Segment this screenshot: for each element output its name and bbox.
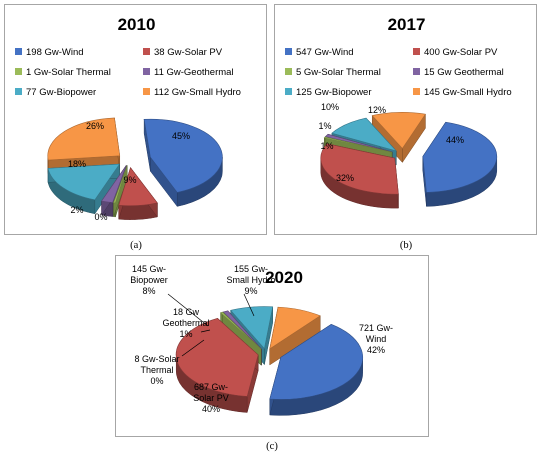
leader-line — [200, 329, 211, 333]
legend-item-wind: 198 Gw-Wind — [15, 47, 84, 58]
data-label-percent: 2% — [70, 205, 83, 215]
pie-slice-biopower — [47, 163, 121, 215]
legend-label: 112 Gw-Small Hydro — [154, 87, 241, 98]
legend-label: 11 Gw-Geothermal — [154, 67, 234, 78]
legend-swatch — [143, 47, 150, 55]
pie-slice-small-hydro — [269, 306, 321, 366]
pie-plot: 45% 9% 0% 2% 18% 26% — [47, 117, 223, 222]
data-label-percent: 10% — [321, 102, 339, 112]
legend-item-solar-pv: 400 Gw-Solar PV — [413, 47, 497, 58]
legend-swatch — [413, 67, 420, 75]
pie-slice-wind — [269, 323, 364, 416]
legend-label: 547 Gw-Wind — [296, 47, 354, 58]
data-label-biopower: 145 Gw-Biopower 8% — [130, 264, 168, 296]
data-label-geothermal: 18 Gw Geothermal 1% — [162, 307, 209, 339]
pie-slice-wind — [143, 118, 223, 208]
legend-label: 1 Gw-Solar Thermal — [26, 67, 111, 78]
legend-item-wind: 547 Gw-Wind — [285, 47, 354, 58]
legend-label: 38 Gw-Solar PV — [154, 47, 223, 58]
figure-caption: (a) — [130, 240, 142, 251]
legend-item-small-hydro: 112 Gw-Small Hydro — [143, 87, 241, 98]
data-label-percent: 44% — [446, 135, 464, 145]
data-label-solar-pv: 687 Gw-Solar PV 40% — [193, 382, 229, 414]
chart-title: 2020 — [265, 268, 303, 287]
legend-swatch — [15, 67, 22, 75]
data-label-percent: 1% — [320, 141, 333, 151]
data-label-percent: 0% — [94, 212, 107, 222]
pie-slice-solar-thermal — [113, 165, 128, 218]
legend-item-solar-thermal: 1 Gw-Solar Thermal — [15, 67, 111, 78]
legend-item-geothermal: 11 Gw-Geothermal — [143, 67, 234, 78]
legend-item-small-hydro: 145 Gw-Small Hydro — [413, 87, 512, 98]
leader-line — [243, 293, 255, 317]
pie-plot: 44% 32% 1% 1% 10% 12% — [318, 102, 498, 209]
chart-panel-2020: 2020 721 Gw-Wind 42% 687 Gw-Solar PV 40% 8 G… — [115, 255, 429, 437]
data-label-solar-thermal: 8 Gw-Solar Thermal 0% — [134, 354, 179, 386]
data-label-wind: 721 Gw-Wind 42% — [359, 323, 393, 355]
data-label-percent: 1% — [318, 121, 331, 131]
legend-item-solar-thermal: 5 Gw-Solar Thermal — [285, 67, 381, 78]
legend-label: 145 Gw-Small Hydro — [424, 87, 512, 98]
legend-label: 198 Gw-Wind — [26, 47, 84, 58]
leader-line — [167, 293, 209, 327]
figure-caption: (b) — [399, 240, 413, 251]
chart-panel-2010: 2010 198 Gw-Wind 38 Gw-Solar PV 1 Gw-Sol… — [4, 4, 267, 235]
chart-title: 2017 — [387, 15, 426, 34]
legend-item-biopower: 77 Gw-Biopower — [15, 87, 96, 98]
chart-panel-2017: 2017 547 Gw-Wind 400 Gw-Solar PV 5 Gw-So… — [274, 4, 537, 235]
leader-line — [181, 339, 205, 357]
legend-label: 5 Gw-Solar Thermal — [296, 67, 381, 78]
data-label-percent: 45% — [172, 131, 190, 141]
pie-plot: 721 Gw-Wind 42% 687 Gw-Solar PV 40% 8 Gw-Sol… — [130, 264, 393, 416]
data-label-percent: 12% — [368, 105, 386, 115]
legend-label: 77 Gw-Biopower — [26, 87, 97, 98]
pie-slice-solar-pv — [320, 143, 399, 209]
legend-swatch — [15, 47, 22, 55]
data-label-percent: 9% — [123, 175, 136, 185]
figure-caption: (c) — [266, 441, 278, 452]
pie-slice-solar-pv — [175, 317, 259, 413]
legend-swatch — [143, 67, 150, 75]
chart-title: 2010 — [117, 15, 156, 34]
data-label-percent: 18% — [68, 159, 86, 169]
legend-item-geothermal: 15 Gw Geothermal — [413, 67, 504, 78]
pie-slice-wind — [422, 121, 498, 207]
legend-label: 125 Gw-Biopower — [296, 87, 372, 98]
legend-swatch — [413, 87, 420, 95]
legend-label: 15 Gw Geothermal — [424, 67, 504, 78]
legend-label: 400 Gw-Solar PV — [424, 47, 498, 58]
legend-item-solar-pv: 38 Gw-Solar PV — [143, 47, 222, 58]
legend-swatch — [15, 87, 22, 95]
legend-swatch — [285, 87, 292, 95]
data-label-percent: 26% — [86, 121, 104, 131]
data-label-percent: 32% — [336, 173, 354, 183]
pie-slice-solar-pv — [118, 166, 158, 220]
legend-swatch — [413, 47, 420, 55]
legend-swatch — [285, 67, 292, 75]
legend-swatch — [143, 87, 150, 95]
legend-item-biopower: 125 Gw-Biopower — [285, 87, 372, 98]
legend-swatch — [285, 47, 292, 55]
data-label-small-hydro: 155 Gw-Small Hydro 9% — [226, 264, 275, 296]
